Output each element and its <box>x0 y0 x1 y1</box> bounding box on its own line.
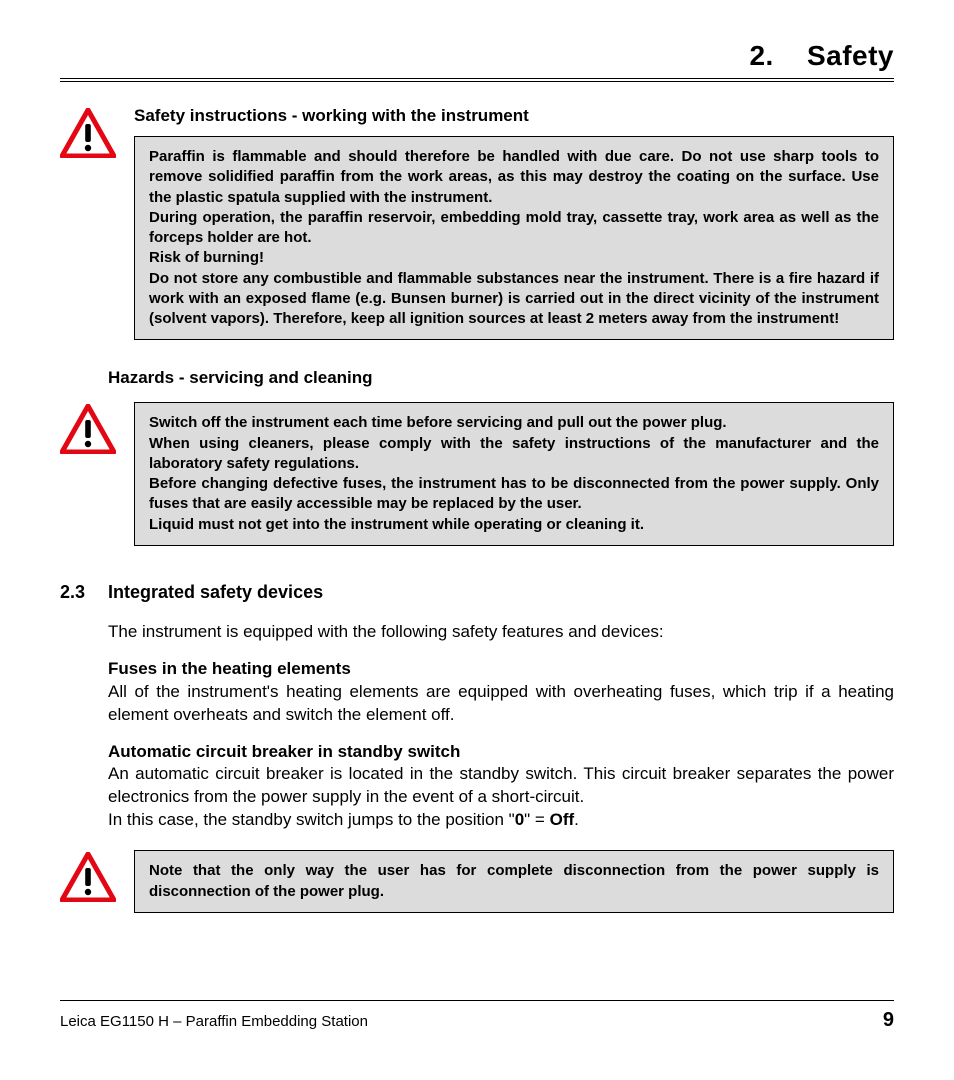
chapter-title: Safety <box>807 40 894 71</box>
breaker-zero: 0 <box>515 810 524 829</box>
hazards-heading: Hazards - servicing and cleaning <box>108 368 894 388</box>
safety-instructions-content: Safety instructions - working with the i… <box>134 106 894 340</box>
breaker-block: Automatic circuit breaker in standby swi… <box>108 741 894 833</box>
disconnection-block: Note that the only way the user has for … <box>60 850 894 913</box>
fuses-title: Fuses in the heating elements <box>108 659 351 678</box>
warning-icon-3-col <box>60 850 116 902</box>
breaker-mid: " = <box>524 810 549 829</box>
breaker-text-2-pre: In this case, the standby switch jumps t… <box>108 810 515 829</box>
section-2-3-title: Integrated safety devices <box>108 582 323 603</box>
page-content: 2. Safety Safety instructions - working … <box>0 0 954 913</box>
breaker-post: . <box>574 810 579 829</box>
hazards-block: Switch off the instrument each time befo… <box>60 402 894 546</box>
warning-triangle-icon <box>60 852 116 902</box>
warning-icon-2-col <box>60 402 116 454</box>
fuses-block: Fuses in the heating elements All of the… <box>108 658 894 727</box>
fuses-text: All of the instrument's heating elements… <box>108 682 894 724</box>
footer-page-number: 9 <box>883 1009 894 1032</box>
page-footer: Leica EG1150 H – Paraffin Embedding Stat… <box>60 1000 894 1032</box>
hazards-warning-box: Switch off the instrument each time befo… <box>134 402 894 546</box>
breaker-text-1: An automatic circuit breaker is located … <box>108 764 894 806</box>
breaker-title: Automatic circuit breaker in standby swi… <box>108 742 460 761</box>
section-2-3-number: 2.3 <box>60 582 90 603</box>
warning-box-text-2: Switch off the instrument each time befo… <box>149 413 879 535</box>
footer-product: Leica EG1150 H – Paraffin Embedding Stat… <box>60 1013 368 1030</box>
hazards-content: Switch off the instrument each time befo… <box>134 402 894 546</box>
section-2-3-heading: 2.3 Integrated safety devices <box>60 582 894 603</box>
header-double-rule <box>60 78 894 82</box>
chapter-number: 2. <box>749 40 773 71</box>
footer-row: Leica EG1150 H – Paraffin Embedding Stat… <box>60 1009 894 1032</box>
disconnection-warning-box: Note that the only way the user has for … <box>134 850 894 913</box>
footer-rule <box>60 1000 894 1001</box>
warning-box-text-1: Paraffin is flammable and should therefo… <box>149 147 879 329</box>
warning-box-text-3: Note that the only way the user has for … <box>149 861 879 902</box>
warning-triangle-icon <box>60 404 116 454</box>
chapter-header: 2. Safety <box>60 40 894 78</box>
safety-instructions-block: Safety instructions - working with the i… <box>60 106 894 340</box>
warning-icon-1-col <box>60 106 116 158</box>
warning-triangle-icon <box>60 108 116 158</box>
disconnection-content: Note that the only way the user has for … <box>134 850 894 913</box>
breaker-off: Off <box>550 810 575 829</box>
safety-instructions-heading: Safety instructions - working with the i… <box>134 106 894 126</box>
section-2-3-intro: The instrument is equipped with the foll… <box>108 621 894 644</box>
safety-instructions-warning-box: Paraffin is flammable and should therefo… <box>134 136 894 340</box>
